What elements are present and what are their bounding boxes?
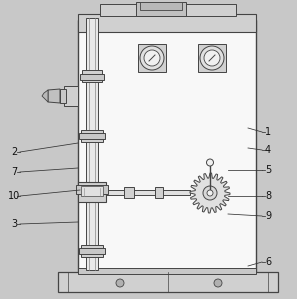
Circle shape	[203, 186, 217, 200]
Bar	[140, 2, 182, 10]
Text: 8: 8	[265, 191, 271, 201]
Bar	[76, 185, 108, 194]
Bar	[155, 187, 163, 198]
Bar	[78, 268, 256, 274]
Bar	[99, 190, 190, 195]
Bar	[80, 74, 104, 80]
Text: 10: 10	[8, 191, 20, 201]
Circle shape	[204, 50, 220, 66]
Bar	[81, 130, 103, 142]
Text: 4: 4	[265, 145, 271, 155]
Bar	[100, 4, 236, 16]
Bar	[78, 20, 256, 272]
Polygon shape	[48, 89, 60, 103]
Bar	[198, 44, 226, 72]
Polygon shape	[190, 173, 230, 213]
Text: 1: 1	[265, 127, 271, 137]
Text: 2: 2	[11, 147, 17, 157]
Bar	[79, 133, 105, 139]
Text: 3: 3	[11, 219, 17, 229]
Polygon shape	[42, 90, 48, 102]
Text: 6: 6	[265, 257, 271, 267]
Text: 7: 7	[11, 167, 17, 177]
Circle shape	[200, 46, 224, 70]
Text: 5: 5	[265, 165, 271, 175]
Circle shape	[116, 279, 124, 287]
Circle shape	[206, 159, 214, 166]
Bar	[124, 187, 134, 198]
Bar	[78, 14, 256, 32]
Circle shape	[140, 46, 164, 70]
Text: 9: 9	[265, 211, 271, 221]
Circle shape	[207, 190, 213, 196]
Bar	[138, 44, 166, 72]
Bar	[136, 2, 186, 16]
Bar	[86, 18, 98, 270]
Bar	[64, 86, 78, 106]
Bar	[60, 89, 66, 103]
Bar	[82, 70, 102, 82]
Bar	[58, 272, 278, 292]
Bar	[81, 186, 103, 196]
Circle shape	[144, 50, 160, 66]
Bar	[81, 245, 103, 257]
Circle shape	[214, 279, 222, 287]
Bar	[78, 182, 106, 202]
Bar	[79, 248, 105, 254]
